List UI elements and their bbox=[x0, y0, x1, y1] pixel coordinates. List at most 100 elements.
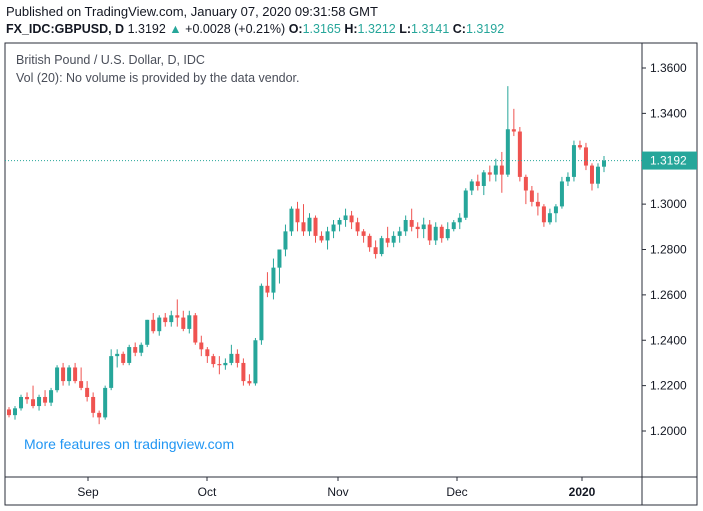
candle-body bbox=[523, 176, 528, 191]
candle-body bbox=[151, 319, 156, 332]
candle-body bbox=[181, 317, 186, 329]
candle-body bbox=[157, 317, 162, 332]
candle-body bbox=[421, 224, 426, 230]
change-arrow-icon: ▲ bbox=[169, 22, 182, 36]
candle-body bbox=[403, 220, 408, 232]
candle-body bbox=[169, 315, 174, 323]
candle-body bbox=[481, 172, 486, 186]
high-label: H: bbox=[344, 22, 358, 36]
candle-body bbox=[7, 409, 11, 416]
candle-body bbox=[91, 396, 96, 413]
candle-body bbox=[451, 222, 456, 230]
candle-body bbox=[31, 399, 36, 407]
candle-body bbox=[367, 235, 372, 248]
symbol-label: FX_IDC:GBPUSD, D bbox=[6, 22, 125, 36]
candle-body bbox=[379, 238, 384, 255]
candle-body bbox=[97, 412, 102, 418]
candle-body bbox=[499, 165, 504, 175]
candle-body bbox=[271, 267, 276, 293]
candle-body bbox=[103, 387, 108, 418]
y-tick-label: 1.2800 bbox=[650, 243, 687, 257]
candle-body bbox=[211, 356, 216, 365]
y-tick-label: 1.3000 bbox=[650, 197, 687, 211]
candle-body bbox=[349, 215, 354, 223]
candle-body bbox=[133, 347, 138, 353]
candle-body bbox=[487, 172, 492, 175]
candle-body bbox=[409, 220, 414, 227]
candle-body bbox=[175, 315, 180, 318]
candle-body bbox=[535, 201, 540, 207]
y-tick-label: 1.2600 bbox=[650, 288, 687, 302]
candle-body bbox=[247, 381, 252, 384]
current-price-badge bbox=[642, 151, 697, 170]
candle-body bbox=[13, 408, 18, 416]
candle-body bbox=[325, 231, 330, 241]
candle-body bbox=[397, 231, 402, 236]
candle-body bbox=[235, 353, 240, 363]
y-tick-label: 1.2200 bbox=[650, 379, 687, 393]
promo-link[interactable]: More features on tradingview.com bbox=[24, 436, 235, 452]
candle-body bbox=[121, 353, 126, 363]
candle-body bbox=[253, 340, 258, 384]
candle-body bbox=[571, 145, 576, 177]
candle-body bbox=[547, 213, 552, 223]
candle-body bbox=[319, 235, 324, 241]
candle-body bbox=[433, 226, 438, 241]
volume-note: Vol (20): No volume is provided by the d… bbox=[16, 71, 300, 85]
candle-body bbox=[193, 315, 198, 343]
candle-body bbox=[505, 129, 510, 175]
ohlc-legend: FX_IDC:GBPUSD, D 1.3192 ▲ +0.0028 (+0.21… bbox=[6, 22, 504, 36]
candle-body bbox=[511, 129, 516, 132]
candle-body bbox=[277, 249, 282, 268]
candle-body bbox=[25, 396, 30, 400]
candle-body bbox=[475, 181, 480, 186]
candle-body bbox=[589, 165, 594, 184]
candle-body bbox=[355, 222, 360, 232]
candle-body bbox=[223, 362, 228, 366]
candle-body bbox=[61, 367, 66, 382]
candle-body bbox=[517, 131, 522, 177]
candle-body bbox=[583, 147, 588, 166]
candle-body bbox=[73, 367, 78, 382]
candle-body bbox=[217, 364, 222, 366]
last-price: 1.3192 bbox=[127, 22, 166, 36]
current-price-label: 1.3192 bbox=[650, 154, 687, 168]
y-tick-label: 1.3600 bbox=[650, 61, 687, 75]
candle-body bbox=[205, 349, 210, 357]
candle-body bbox=[109, 356, 114, 388]
candle-body bbox=[307, 217, 312, 232]
candle-body bbox=[439, 226, 444, 239]
candle-body bbox=[115, 353, 120, 357]
x-tick-label: Dec bbox=[446, 485, 467, 499]
candle-body bbox=[37, 396, 42, 407]
candle-body bbox=[85, 387, 90, 397]
candle-body bbox=[289, 208, 294, 232]
candle-body bbox=[283, 231, 288, 250]
low-value: 1.3141 bbox=[411, 22, 450, 36]
candle-body bbox=[79, 381, 84, 388]
y-tick-label: 1.3400 bbox=[650, 106, 687, 120]
candle-body bbox=[313, 217, 318, 236]
candle-body bbox=[469, 181, 474, 191]
candle-body bbox=[445, 229, 450, 239]
low-label: L: bbox=[399, 22, 412, 36]
candle-body bbox=[493, 165, 498, 175]
x-tick-label: Sep bbox=[77, 485, 99, 499]
candle-body bbox=[361, 231, 366, 236]
candle-body bbox=[373, 247, 378, 255]
candle-body bbox=[337, 220, 342, 225]
candle-body bbox=[565, 176, 570, 182]
candle-body bbox=[301, 222, 306, 232]
candle-body bbox=[229, 353, 234, 363]
candle-body bbox=[241, 362, 246, 382]
candle-body bbox=[19, 396, 24, 409]
candle-body bbox=[199, 342, 204, 350]
candle-body bbox=[43, 396, 48, 403]
candle-body bbox=[559, 181, 564, 207]
candle-body bbox=[295, 208, 300, 223]
x-tick-label: Oct bbox=[198, 485, 217, 499]
candle-body bbox=[385, 238, 390, 243]
candle-body bbox=[67, 367, 72, 382]
candle-body bbox=[391, 235, 396, 243]
